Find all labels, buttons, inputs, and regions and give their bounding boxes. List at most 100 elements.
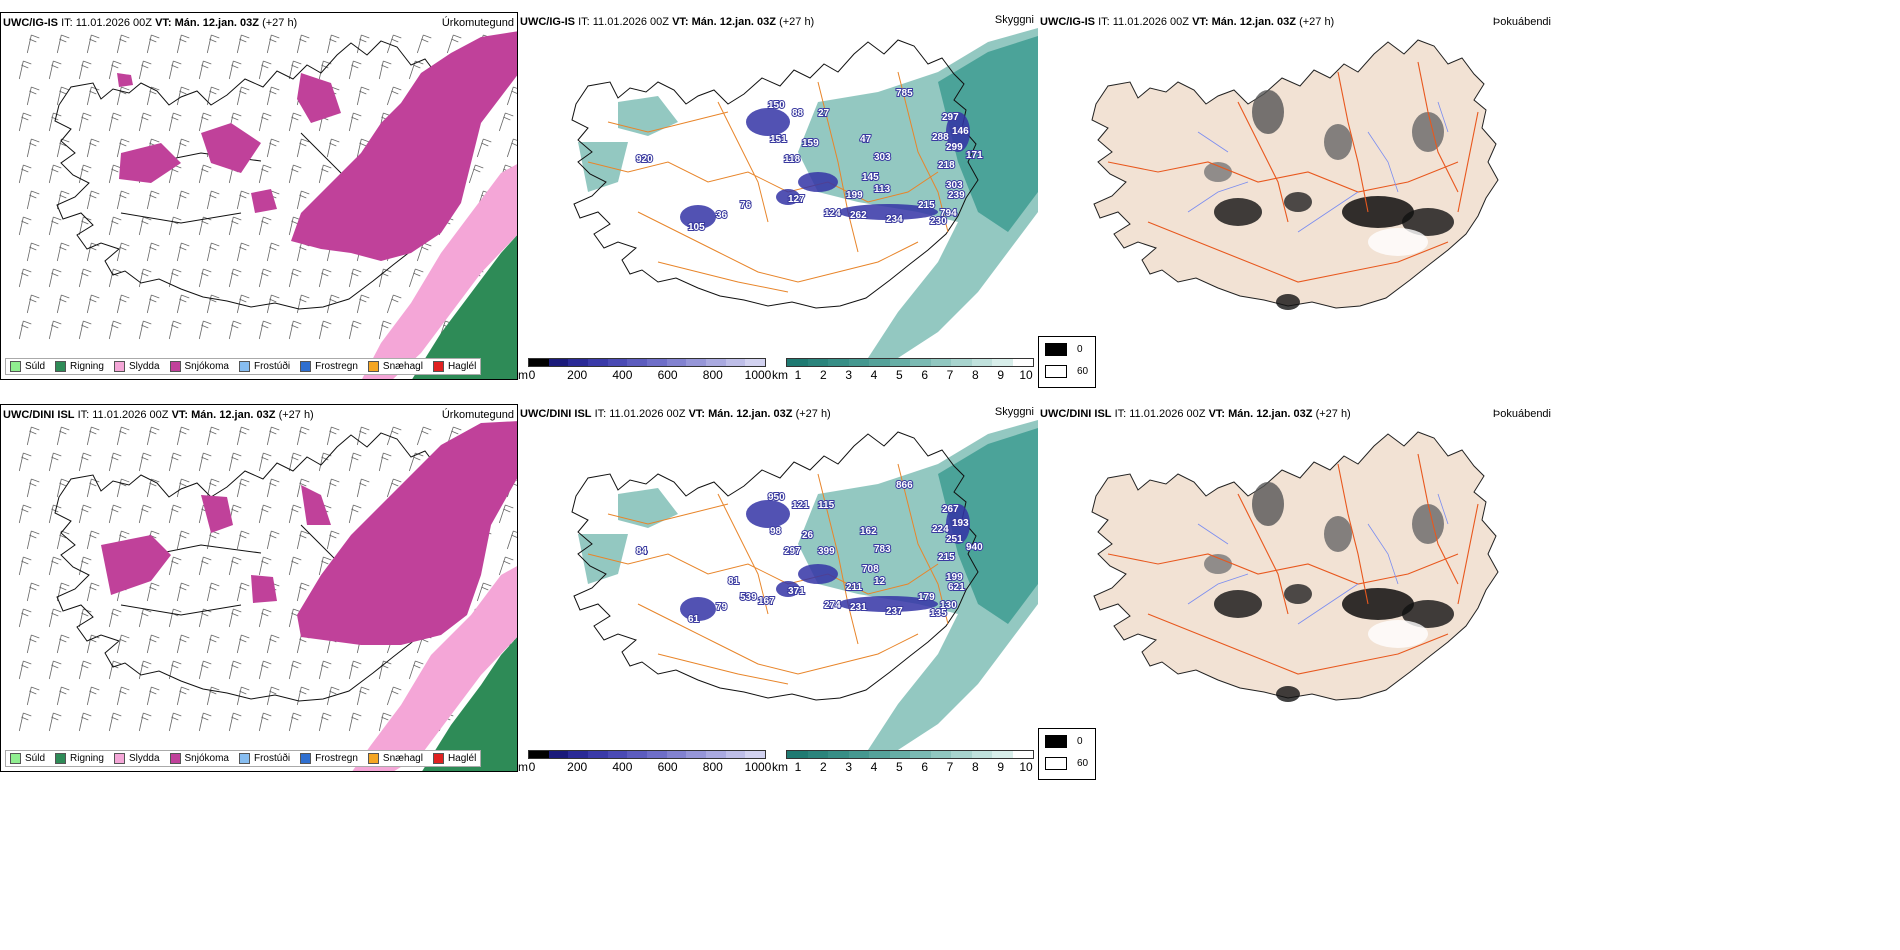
wind-barb <box>138 504 152 524</box>
legend-item-7: Haglél <box>432 361 476 372</box>
colorbar-tick: 1000 <box>744 760 772 772</box>
visibility-label: 88 <box>792 108 804 119</box>
wind-barb <box>266 634 280 654</box>
legend-item-5: Frostregn <box>300 361 358 372</box>
fog-panel-bottom: UWC/DINI ISL IT: 11.01.2026 00Z VT: Mán.… <box>1038 404 1554 724</box>
run-header: UWC/DINI ISL IT: 11.01.2026 00Z VT: Mán.… <box>520 408 831 420</box>
fog-legend-top: 0 60 <box>1038 336 1096 388</box>
altitude-bar <box>528 358 766 367</box>
wind-barb <box>318 712 332 732</box>
wind-barb <box>176 34 190 54</box>
colorbar-segment <box>646 751 667 758</box>
visibility-label: 950 <box>768 492 785 503</box>
colorbar-segment <box>828 751 849 758</box>
wind-barb <box>296 582 310 602</box>
wind-barb <box>116 190 130 210</box>
colorbar-tick: 10 <box>1019 368 1033 380</box>
colorbar-segment <box>848 751 869 758</box>
route-lines <box>587 463 949 685</box>
colorbar-tick: 1 <box>794 760 802 772</box>
wind-barb <box>296 530 310 550</box>
wind-barb <box>86 86 100 106</box>
wind-barb <box>168 556 182 576</box>
legend-item-0: Súld <box>10 361 45 372</box>
colorbar-segment <box>992 359 1013 366</box>
wind-barb <box>138 216 152 236</box>
wind-barb <box>26 190 40 210</box>
colorbar-segment <box>930 751 951 758</box>
fog-swatch <box>1045 343 1067 356</box>
wind-barb <box>176 426 190 446</box>
visibility-label: 146 <box>952 126 969 137</box>
colorbar-segment <box>587 359 608 366</box>
legend-swatch <box>169 361 181 372</box>
fog-patch <box>1402 600 1454 628</box>
wind-barb <box>78 452 92 472</box>
wind-barb <box>288 268 302 288</box>
wind-barb <box>378 60 392 80</box>
fog-patch <box>1342 196 1414 228</box>
wind-barb <box>56 190 70 210</box>
wind-barb <box>198 268 212 288</box>
colorbar-segment <box>646 359 667 366</box>
colorbar-tick: 0 <box>528 368 536 380</box>
model-name: UWC/IG-IS <box>520 16 575 28</box>
wind-barb <box>138 660 152 680</box>
wind-barb <box>288 164 302 184</box>
wind-barb <box>56 478 70 498</box>
model-name: UWC/DINI ISL <box>1040 408 1112 420</box>
visibility-label: 127 <box>788 194 805 205</box>
sleet-area <box>362 164 517 379</box>
colorbar-tick: 6 <box>921 368 928 380</box>
wind-barb <box>116 34 130 54</box>
wind-barb <box>228 660 242 680</box>
colorbar-segment <box>568 359 588 366</box>
wind-barb <box>386 294 402 314</box>
legend-item-3: Snjókoma <box>169 753 229 764</box>
wind-barb <box>26 582 40 602</box>
wind-barb <box>348 452 362 472</box>
legend-swatch <box>10 361 21 372</box>
wind-barb <box>258 268 272 288</box>
wind-barb <box>198 164 212 184</box>
visibility-label: 105 <box>688 222 705 233</box>
visibility-label: 36 <box>716 210 728 221</box>
low-visibility-blob <box>946 504 970 544</box>
wind-barb <box>168 112 182 132</box>
wind-barb <box>168 608 182 628</box>
route-lines <box>587 71 949 293</box>
wind-barb <box>26 138 40 158</box>
wind-barb <box>326 478 340 498</box>
visibility-label: 121 <box>792 500 809 511</box>
wind-barb <box>416 426 432 446</box>
wind-barb <box>138 452 152 472</box>
wind-barb <box>48 504 62 524</box>
wind-barb <box>296 190 310 210</box>
wind-barb <box>326 34 340 54</box>
model-name: UWC/DINI ISL <box>520 408 592 420</box>
wind-barb <box>78 164 92 184</box>
wind-barb <box>206 582 220 602</box>
visibility-label: 303 <box>946 180 963 191</box>
wind-barb <box>326 530 340 550</box>
wind-barb <box>228 268 242 288</box>
wind-barb <box>198 660 212 680</box>
visibility-label: 135 <box>930 608 947 619</box>
fog-patch <box>1412 504 1444 544</box>
wind-barb <box>236 190 250 210</box>
wind-barb <box>236 582 250 602</box>
colorbar-segment <box>992 751 1013 758</box>
colorbar-segment <box>807 359 828 366</box>
wind-barb <box>108 320 122 340</box>
legend-swatch <box>300 361 312 372</box>
fog-patch <box>1204 162 1232 182</box>
wind-barb <box>236 34 250 54</box>
legend-swatch <box>113 753 125 764</box>
legend-item-1: Rigning <box>55 753 104 764</box>
low-visibility-blob <box>680 597 716 621</box>
wind-barb <box>56 242 70 262</box>
land-area <box>1091 39 1499 309</box>
wind-barb <box>498 112 514 132</box>
wind-barb <box>258 60 272 80</box>
colorbar-segment <box>787 751 808 758</box>
